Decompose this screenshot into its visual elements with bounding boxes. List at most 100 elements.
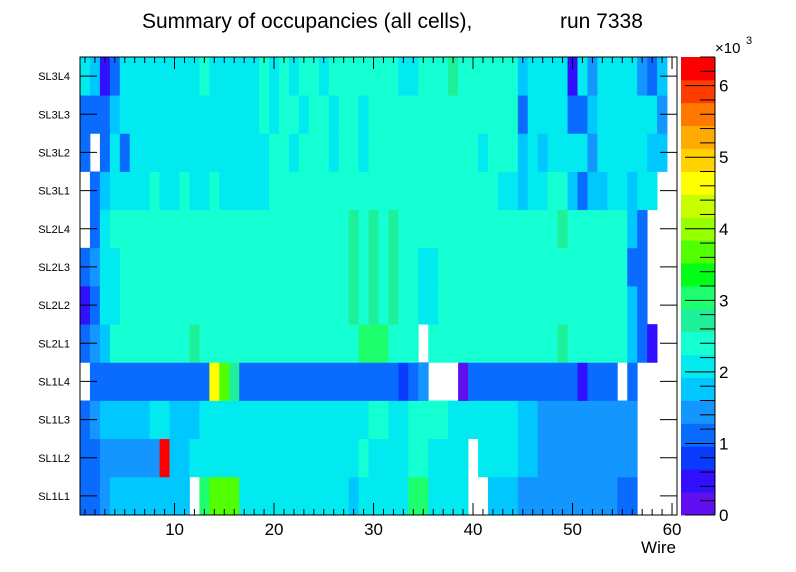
heatmap-cell-SL1L3-w47: [537, 400, 549, 440]
heatmap-cell-SL1L2-w15: [219, 438, 230, 478]
heatmap-cell-SL1L4-w33: [398, 362, 409, 401]
heatmap-cell-SL1L3-w3: [99, 400, 111, 440]
heatmap-cell-SL2L4-w57: [637, 209, 648, 249]
y-tick-label-SL3L1: SL3L1: [38, 186, 70, 198]
heatmap-cell-SL3L4-w56: [627, 57, 638, 96]
heatmap-cell-SL2L3-w4: [109, 247, 121, 287]
heatmap-cell-SL3L2-w10: [169, 133, 180, 172]
heatmap-cell-SL3L3-w27: [338, 95, 350, 134]
heatmap-cell-SL2L1-w50: [567, 324, 578, 363]
heatmap-cell-SL3L3-w28: [348, 95, 359, 134]
heatmap-cell-SL2L4-w21: [279, 209, 290, 249]
heatmap-cell-SL1L1-w13: [199, 476, 210, 516]
heatmap-cell-SL3L1-w36: [428, 171, 439, 211]
heatmap-cell-SL1L3-w5: [119, 400, 131, 440]
heatmap-cell-SL3L3-w34: [408, 95, 419, 134]
heatmap-cell-SL2L1-w22: [288, 324, 300, 363]
heatmap-cell-SL2L1-w9: [159, 324, 170, 363]
heatmap-cell-SL1L1-w29: [358, 476, 369, 516]
heatmap-cell-SL3L2-w12: [189, 133, 200, 172]
heatmap-cell-SL3L2-w21: [279, 133, 290, 172]
heatmap-cell-SL3L3-w4: [109, 95, 121, 134]
heatmap-cell-SL3L4-w12: [189, 57, 200, 96]
heatmap-cell-SL3L3-w31: [378, 95, 389, 134]
heatmap-cell-SL3L3-w10: [169, 95, 180, 134]
heatmap-cell-SL3L3-w38: [448, 95, 459, 134]
heatmap-cell-SL1L4-w18: [249, 362, 260, 401]
heatmap-cell-SL2L1-w42: [487, 324, 499, 363]
heatmap-cell-SL2L3-w57: [637, 247, 648, 287]
heatmap-cell-SL2L1-w26: [328, 324, 340, 363]
heatmap-cell-SL3L3-w25: [318, 95, 330, 134]
heatmap-cell-SL1L2-w23: [298, 438, 310, 478]
heatmap-cell-SL2L4-w34: [408, 209, 419, 249]
heatmap-cell-SL3L4-w34: [408, 57, 419, 96]
heatmap-cell-SL3L2-w9: [159, 133, 170, 172]
heatmap-cell-SL2L1-w45: [517, 324, 529, 363]
heatmap-cell-SL1L3-w26: [328, 400, 340, 440]
heatmap-cell-SL2L3-w18: [249, 247, 260, 287]
heatmap-cell-SL3L4-w53: [597, 57, 608, 96]
heatmap-cell-SL2L4-w4: [109, 209, 121, 249]
heatmap-cell-SL1L4-w10: [169, 362, 180, 401]
heatmap-cell-SL2L2-w44: [507, 286, 519, 325]
heatmap-cell-SL1L3-w50: [567, 400, 578, 440]
heatmap-cell-SL1L3-w12: [189, 400, 200, 440]
heatmap-cells: [80, 57, 668, 516]
heatmap-cell-SL1L4-w45: [517, 362, 529, 401]
heatmap-cell-SL3L1-w8: [149, 171, 160, 211]
heatmap-cell-SL3L1-w42: [487, 171, 499, 211]
heatmap-cell-SL3L3-w39: [458, 95, 469, 134]
x-tick-label: 10: [165, 520, 184, 539]
heatmap-cell-SL1L1-w30: [368, 476, 379, 516]
heatmap-cell-SL3L4-w41: [478, 57, 489, 96]
y-tick-label-SL2L1: SL2L1: [38, 338, 70, 350]
heatmap-cell-SL3L1-w31: [378, 171, 389, 211]
heatmap-cell-SL2L1-w14: [209, 324, 220, 363]
y-axis: SL1L1 SL1L2 SL1L3 SL1L4 SL2L1 SL2L2 SL2L3 SL2L4…: [38, 71, 677, 503]
heatmap-cell-SL1L2-w37: [438, 438, 449, 478]
heatmap-cell-SL3L3-w40: [468, 95, 479, 134]
heatmap-cell-SL2L4-w53: [597, 209, 608, 249]
heatmap-cell-SL2L3-w41: [478, 247, 489, 287]
heatmap-cell-SL3L2-w38: [448, 133, 459, 172]
heatmap-cell-SL3L2-w37: [438, 133, 449, 172]
heatmap-cell-SL1L1-w23: [298, 476, 310, 516]
heatmap-cell-SL3L1-w9: [159, 171, 170, 211]
heatmap-cell-SL1L3-w41: [478, 400, 489, 440]
heatmap-cell-SL3L4-w22: [288, 57, 300, 96]
heatmap-cell-SL2L1-w47: [537, 324, 549, 363]
heatmap-cell-SL2L4-w23: [298, 209, 310, 249]
heatmap-cell-SL1L1-w36: [428, 476, 439, 516]
heatmap-cell-SL2L2-w54: [607, 286, 618, 325]
heatmap-cell-SL2L3-w45: [517, 247, 529, 287]
heatmap-cell-SL3L4-w18: [249, 57, 260, 96]
heatmap-cell-SL2L1-w11: [179, 324, 190, 363]
heatmap-cell-SL3L4-w16: [229, 57, 240, 96]
heatmap-cell-SL1L1-w46: [527, 476, 539, 516]
heatmap-cell-SL2L4-w52: [587, 209, 598, 249]
heatmap-cell-SL3L2-w57: [637, 133, 648, 172]
heatmap-cell-SL1L3-w28: [348, 400, 359, 440]
heatmap-cell-SL1L3-w16: [229, 400, 240, 440]
heatmap-cell-SL1L4-w32: [388, 362, 399, 401]
heatmap-cell-SL3L2-w6: [129, 133, 141, 172]
heatmap-cell-SL2L4-w8: [149, 209, 160, 249]
heatmap-cell-SL1L4-w11: [179, 362, 190, 401]
heatmap-cell-SL2L2-w12: [189, 286, 200, 325]
heatmap-cell-SL1L4-w30: [368, 362, 379, 401]
heatmap-cell-SL2L3-w32: [388, 247, 399, 287]
heatmap-cell-SL2L3-w35: [418, 247, 429, 287]
heatmap-cell-SL3L2-w5: [119, 133, 131, 172]
heatmap-cell-SL3L4-w36: [428, 57, 439, 96]
heatmap-cell-SL3L2-w35: [418, 133, 429, 172]
heatmap-cell-SL1L2-w45: [517, 438, 529, 478]
heatmap-cell-SL1L2-w53: [597, 438, 608, 478]
heatmap-cell-SL1L2-w55: [617, 438, 628, 478]
heatmap-cell-SL1L3-w52: [587, 400, 598, 440]
heatmap-cell-SL3L2-w34: [408, 133, 419, 172]
heatmap-cell-SL3L1-w44: [507, 171, 519, 211]
heatmap-cell-SL3L3-w36: [428, 95, 439, 134]
heatmap-cell-SL1L2-w17: [239, 438, 250, 478]
heatmap-cell-SL1L2-w8: [149, 438, 160, 478]
